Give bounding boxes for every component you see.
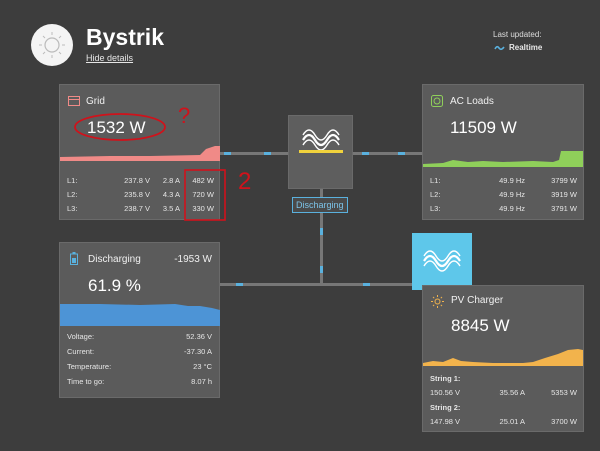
- flow-dash: [236, 283, 243, 286]
- flow-dash: [320, 266, 323, 273]
- pv-string1-label: String 1:: [430, 374, 461, 383]
- battery-voltage-label: Voltage:: [67, 332, 95, 341]
- flow-dash: [224, 152, 231, 155]
- grid-l3-power: 330 W: [192, 204, 214, 213]
- pv-string1-voltage: 150.56 V: [430, 388, 461, 397]
- grid-l3-voltage: 238.7 V: [124, 204, 150, 213]
- ac-l1-label: L1:: [430, 176, 441, 185]
- grid-card[interactable]: Grid 1532 W L1: 237.8 V 2.8 A 482 W L2: …: [59, 84, 220, 220]
- grid-power: 1532 W: [87, 118, 146, 137]
- wire-inverter-acloads: [353, 152, 423, 155]
- grid-title: Grid: [86, 96, 105, 107]
- annotation-question-mark: ?: [178, 103, 191, 128]
- grid-l1-voltage: 237.8 V: [124, 176, 150, 185]
- pv-string2-voltage: 147.98 V: [430, 417, 461, 426]
- grid-l3-label: L3:: [67, 204, 78, 213]
- pv-string2-current: 25.01 A: [499, 417, 525, 426]
- pv-charger-tile[interactable]: [412, 233, 472, 290]
- hide-details-link[interactable]: Hide details: [86, 53, 134, 63]
- inverter-status-badge: Discharging: [292, 197, 348, 213]
- charger-logo-icon: [423, 250, 461, 272]
- pv-charger-graph: [423, 349, 583, 366]
- flow-dash: [363, 283, 370, 286]
- wire-grid-inverter: [219, 152, 289, 155]
- grid-icon: [68, 96, 80, 106]
- battery-current-label: Current:: [67, 347, 95, 356]
- inverter-tile[interactable]: [288, 115, 353, 189]
- ac-l2-label: L2:: [430, 190, 441, 199]
- pv-charger-title: PV Charger: [451, 295, 504, 306]
- pv-charger-card[interactable]: PV Charger 8845 W String 1: 150.56 V 35.…: [422, 285, 584, 432]
- site-title: Bystrik: [86, 24, 164, 50]
- grid-graph: [60, 146, 220, 161]
- grid-l2-current: 4.3 A: [162, 190, 180, 199]
- flow-dash: [398, 152, 405, 155]
- ac-l1-frequency: 49.9 Hz: [499, 176, 525, 185]
- realtime-label: Realtime: [509, 43, 543, 52]
- battery-power: -1953 W: [174, 254, 212, 265]
- battery-soc: 61.9 %: [88, 276, 141, 295]
- grid-l3-current: 3.5 A: [162, 204, 180, 213]
- battery-time-to-go-value: 8.07 h: [191, 377, 212, 386]
- ac-l3-frequency: 49.9 Hz: [499, 204, 525, 213]
- annotation-box: [184, 169, 226, 221]
- wire-inverter-down: [320, 188, 323, 284]
- grid-l2-power: 720 W: [192, 190, 214, 199]
- logo-sun-icon: [39, 32, 65, 58]
- grid-l1-label: L1:: [67, 176, 78, 185]
- grid-l1-current: 2.8 A: [162, 176, 180, 185]
- last-updated-label: Last updated:: [493, 30, 542, 39]
- ac-l3-power: 3791 W: [551, 204, 577, 213]
- ac-l2-power: 3919 W: [551, 190, 577, 199]
- battery-current-value: -37.30 A: [184, 347, 212, 356]
- sun-icon: [431, 295, 444, 308]
- wave-icon: [494, 45, 505, 51]
- site-logo: [31, 24, 73, 66]
- grid-l2-voltage: 235.8 V: [124, 190, 150, 199]
- ac-l1-power: 3799 W: [551, 176, 577, 185]
- flow-dash: [320, 228, 323, 235]
- ac-loads-power: 11509 W: [450, 118, 517, 137]
- grid-l2-label: L2:: [67, 190, 78, 199]
- battery-graph: [60, 304, 220, 326]
- pv-charger-power: 8845 W: [451, 316, 510, 335]
- battery-temperature-label: Temperature:: [67, 362, 112, 371]
- ac-loads-card[interactable]: AC Loads 11509 W L1: 49.9 Hz 3799 W L2: …: [422, 84, 584, 220]
- annotation-number: 2: [238, 168, 252, 195]
- pv-string2-power: 3700 W: [551, 417, 577, 426]
- grid-l1-power: 482 W: [192, 176, 214, 185]
- pv-string2-label: String 2:: [430, 403, 461, 412]
- pv-string1-power: 5353 W: [551, 388, 577, 397]
- battery-title: Discharging: [88, 254, 141, 265]
- battery-time-to-go-label: Time to go:: [67, 377, 105, 386]
- battery-card[interactable]: Discharging -1953 W 61.9 % Voltage: 52.3…: [59, 242, 220, 398]
- ac-loads-title: AC Loads: [450, 96, 494, 107]
- flow-dash: [362, 152, 369, 155]
- ac-l3-label: L3:: [430, 204, 441, 213]
- pv-string1-current: 35.56 A: [499, 388, 525, 397]
- inverter-logo-icon: [302, 129, 340, 151]
- outlet-icon: [431, 95, 443, 107]
- flow-dash: [264, 152, 271, 155]
- inverter-status-bar: [299, 150, 343, 153]
- battery-temperature-value: 23 °C: [193, 362, 212, 371]
- ac-l2-frequency: 49.9 Hz: [499, 190, 525, 199]
- wire-battery-pv: [219, 283, 423, 286]
- battery-voltage-value: 52.36 V: [186, 332, 212, 341]
- battery-icon: [70, 252, 78, 265]
- ac-loads-graph: [423, 151, 583, 167]
- annotation-circle: [74, 113, 166, 141]
